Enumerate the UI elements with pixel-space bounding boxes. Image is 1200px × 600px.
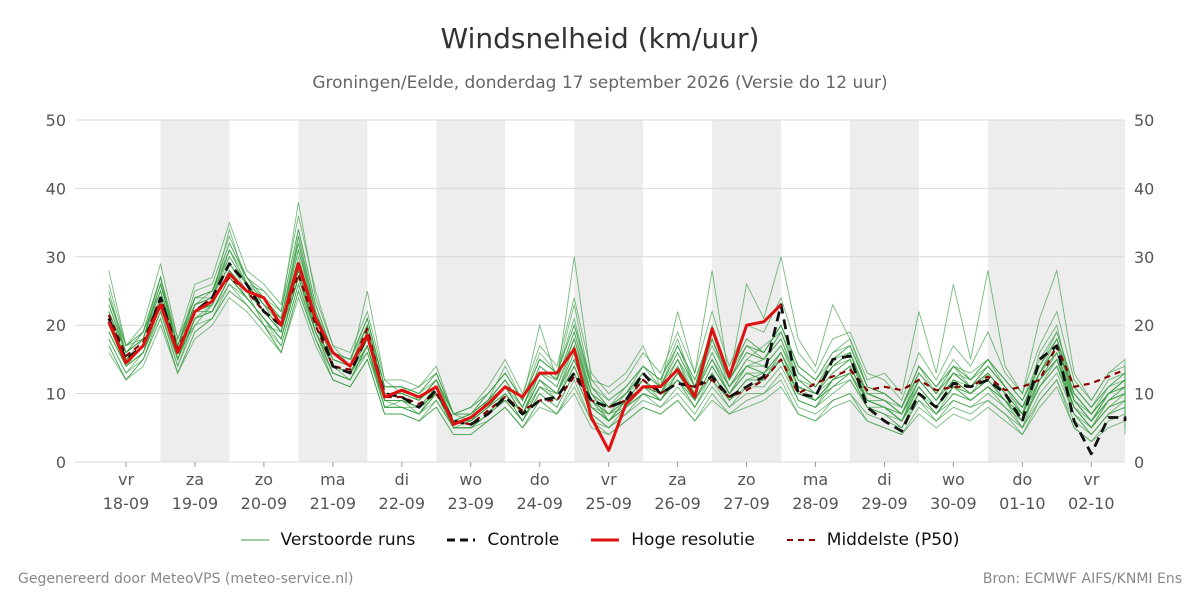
- ensemble-member-line: [108, 215, 1126, 415]
- day-shade-band: [712, 120, 782, 462]
- y-tick-label-right: 0: [1134, 453, 1144, 472]
- x-tick-label-date: 30-09: [930, 494, 977, 513]
- y-tick-label-right: 30: [1134, 248, 1154, 267]
- y-tick-label-right: 40: [1134, 179, 1154, 198]
- x-tick-label-day: za: [186, 470, 204, 489]
- x-tick-label-date: 27-09: [723, 494, 770, 513]
- footer-generated-by: Gegenereerd door MeteoVPS (meteo-service…: [18, 571, 354, 587]
- x-tick-label-date: 18-09: [103, 494, 150, 513]
- chart-subtitle: Groningen/Eelde, donderdag 17 september …: [312, 73, 888, 93]
- x-tick-label-date: 02-10: [1068, 494, 1115, 513]
- x-tick-label-date: 22-09: [379, 494, 426, 513]
- legend-swatch-ensemble: [240, 539, 269, 541]
- y-tick-label-left: 50: [46, 111, 66, 130]
- day-shade-band: [574, 120, 644, 462]
- legend-swatch-median: [786, 539, 815, 541]
- legend-swatch-high-res: [591, 538, 620, 542]
- legend-label-median: Middelste (P50): [826, 530, 960, 550]
- x-tick-label-date: 25-09: [585, 494, 632, 513]
- legend-item-high-res: Hoge resolutie: [591, 530, 755, 550]
- x-tick-label-date: 23-09: [448, 494, 495, 513]
- legend: Verstoorde runs Controle Hoge resolutie …: [0, 530, 1200, 550]
- y-tick-label-left: 40: [46, 179, 66, 198]
- x-tick-label-date: 19-09: [172, 494, 219, 513]
- y-axis-right: 0 10 20 30 40 50: [1134, 111, 1154, 472]
- ensemble-member-line: [108, 229, 1126, 415]
- x-tick-label-day: do: [1012, 470, 1032, 489]
- x-tick-label-date: 24-09: [516, 494, 563, 513]
- y-axis-left: 0 10 20 30 40 50: [46, 111, 66, 472]
- x-tick-label-day: ma: [320, 470, 345, 489]
- y-tick-label-left: 20: [46, 316, 66, 335]
- x-tick-label-day: za: [668, 470, 686, 489]
- legend-label-high-res: Hoge resolutie: [631, 530, 755, 550]
- day-shade-band: [987, 120, 1057, 462]
- x-tick-label-day: vr: [601, 470, 617, 489]
- ensemble-member-line: [108, 268, 1126, 429]
- x-tick-label-day: vr: [118, 470, 134, 489]
- legend-item-median: Middelste (P50): [786, 530, 960, 550]
- series-line-hoge-resolutie: [107, 262, 783, 452]
- y-tick-label-left: 10: [46, 385, 66, 404]
- legend-swatch-control: [447, 538, 476, 542]
- legend-item-control: Controle: [447, 530, 559, 550]
- y-tick-label-right: 50: [1134, 111, 1154, 130]
- x-tick-label-day: wo: [942, 470, 965, 489]
- x-tick-label-day: di: [877, 470, 892, 489]
- legend-label-control: Controle: [487, 530, 560, 550]
- y-tick-label-left: 30: [46, 248, 66, 267]
- footer-source: Bron: ECMWF AIFS/KNMI Ens: [982, 571, 1182, 587]
- x-tick-label-date: 26-09: [654, 494, 701, 513]
- series-line-middelste-p50: [107, 272, 1126, 426]
- x-tick-label-date: 28-09: [792, 494, 839, 513]
- main-lines: [107, 262, 1127, 456]
- x-tick-label-day: do: [530, 470, 550, 489]
- x-tick-label-day: di: [394, 470, 409, 489]
- x-axis: vr 18-09 za 19-09 zo 20-09 ma 21-09 di 22-09 wo 23-…: [103, 462, 1115, 513]
- legend-item-ensemble: Verstoorde runs: [240, 530, 416, 550]
- x-tick-label-date: 01-10: [999, 494, 1046, 513]
- x-tick-label-day: zo: [255, 470, 273, 489]
- x-tick-label-day: zo: [737, 470, 755, 489]
- ensemble-member-line: [108, 289, 1126, 436]
- x-tick-label-date: 21-09: [310, 494, 357, 513]
- x-tick-label-date: 20-09: [241, 494, 288, 513]
- chart-title: Windsnelheid (km/uur): [440, 22, 760, 55]
- y-tick-label-left: 0: [56, 453, 66, 472]
- x-tick-label-day: ma: [803, 470, 828, 489]
- x-tick-label-date: 29-09: [861, 494, 908, 513]
- y-tick-label-right: 20: [1134, 316, 1154, 335]
- legend-label-ensemble: Verstoorde runs: [280, 530, 416, 550]
- y-tick-label-right: 10: [1134, 385, 1154, 404]
- x-tick-label-day: vr: [1083, 470, 1099, 489]
- x-tick-label-day: wo: [459, 470, 482, 489]
